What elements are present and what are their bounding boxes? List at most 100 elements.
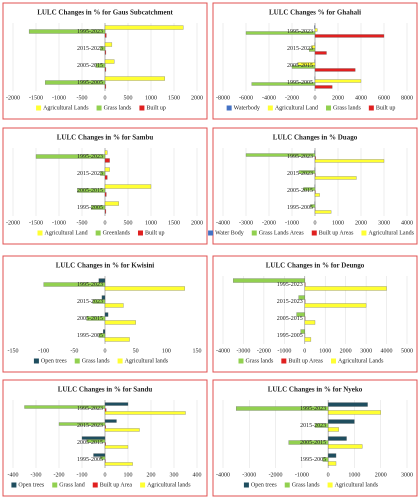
y-tick-label: 2005-2015	[287, 188, 313, 194]
bar	[296, 312, 305, 317]
bar	[298, 170, 316, 174]
legend-label: Grass lands	[82, 358, 110, 364]
bar	[104, 167, 110, 172]
x-tick-label: -3000	[242, 472, 256, 478]
bar	[304, 303, 367, 308]
bar	[104, 320, 136, 325]
x-tick-label: -2000	[6, 220, 20, 226]
legend-label: Water Body	[215, 230, 244, 236]
x-tick-label: 4000	[381, 348, 393, 354]
legend-label: Waterbody	[234, 105, 260, 111]
chart-title: LULC Changes in % for Kwisini	[56, 262, 155, 270]
legend-label: Agricultural Lands	[338, 358, 384, 364]
x-tick-label: -1000	[52, 95, 66, 101]
bar	[104, 201, 119, 206]
bar	[58, 422, 106, 426]
x-tick-label: 1000	[319, 348, 331, 354]
bar	[251, 82, 316, 86]
x-tick-label: 1500	[168, 95, 180, 101]
x-tick-label: -6000	[239, 95, 253, 101]
y-tick-label: 2015-2023	[300, 423, 326, 429]
bar	[104, 286, 185, 291]
x-tick-label: -1000	[295, 472, 309, 478]
bar	[86, 316, 106, 321]
x-tick-label: 0	[327, 472, 330, 478]
legend-label: Agricultural lands	[125, 358, 169, 364]
x-tick-label: -50	[70, 348, 78, 354]
bar	[24, 405, 106, 409]
bar	[45, 80, 106, 85]
legend-swatch	[117, 358, 123, 364]
legend-swatch	[36, 105, 42, 111]
legend-swatch	[52, 482, 58, 488]
bar	[245, 31, 316, 35]
y-tick-label: 2005-2015	[300, 440, 326, 446]
bar	[104, 462, 133, 466]
x-tick-label: -1000	[277, 348, 291, 354]
bar	[104, 76, 165, 81]
bar	[91, 205, 106, 210]
bar	[35, 154, 106, 159]
y-tick-label: 2005-2015	[77, 188, 103, 194]
legend-swatch	[311, 230, 317, 236]
chart-panel: LULC Changes % for Ghahali -8000 -6000 -400…	[212, 2, 418, 120]
legend-label: Agricultural Lands	[43, 105, 89, 111]
x-tick-label: 400	[193, 472, 202, 478]
y-tick-label: 2015-2023	[77, 171, 103, 177]
legend-swatch	[137, 230, 143, 236]
legend-swatch	[281, 358, 287, 364]
bar	[304, 320, 316, 325]
bar	[245, 153, 316, 157]
x-tick-label: 1500	[168, 220, 180, 226]
legend-swatch	[74, 358, 80, 364]
bar	[327, 427, 339, 432]
x-tick-label: 0	[303, 348, 306, 354]
x-tick-label: -1000	[52, 220, 66, 226]
x-tick-label: 2000	[340, 348, 352, 354]
x-tick-label: 2000	[191, 220, 203, 226]
x-tick-label: -500	[77, 95, 88, 101]
bar	[327, 410, 381, 415]
bar	[327, 436, 347, 441]
bar	[304, 286, 387, 291]
chart-title: LULC Changes in % Duago	[273, 134, 358, 142]
x-tick-label: 100	[124, 472, 133, 478]
bar	[288, 440, 329, 445]
bar	[322, 457, 329, 462]
bar	[314, 176, 357, 180]
bar	[104, 192, 107, 197]
bar	[104, 209, 107, 214]
y-tick-label: 2005-2015	[77, 316, 103, 322]
bar	[314, 85, 333, 89]
bar	[300, 329, 305, 334]
y-tick-label: 1995-2005	[77, 457, 103, 463]
legend-label: Grass lands	[245, 358, 273, 364]
chart-title: LULC Changes in % for Gaus Subcatchment	[37, 9, 173, 17]
x-tick-label: -3000	[236, 348, 250, 354]
bar	[104, 402, 129, 406]
bar	[304, 337, 312, 342]
x-tick-label: 0	[104, 472, 107, 478]
x-tick-label: 50	[133, 348, 139, 354]
bar	[93, 453, 106, 457]
x-tick-label: -4000	[216, 472, 230, 478]
legend-swatch	[140, 482, 146, 488]
legend-swatch	[226, 105, 232, 111]
legend-swatch	[95, 230, 101, 236]
bar	[327, 419, 355, 424]
bar	[104, 411, 186, 415]
y-tick-label: 1995-2005	[300, 457, 326, 463]
chart-title: LULC Changes in % for Nyeko	[268, 386, 363, 394]
legend-swatch	[327, 482, 333, 488]
x-tick-label: 4000	[401, 220, 413, 226]
x-tick-label: -2000	[285, 95, 299, 101]
x-tick-label: -400	[8, 472, 19, 478]
y-tick-label: 2015-2023	[77, 46, 103, 52]
y-tick-label: 2015-2023	[277, 299, 303, 305]
y-tick-label: 1995-2005	[77, 80, 103, 86]
x-tick-label: 0	[104, 220, 107, 226]
bar	[291, 65, 316, 69]
x-tick-label: 2000	[355, 220, 367, 226]
x-tick-label: 150	[193, 348, 202, 354]
bar	[28, 29, 106, 34]
